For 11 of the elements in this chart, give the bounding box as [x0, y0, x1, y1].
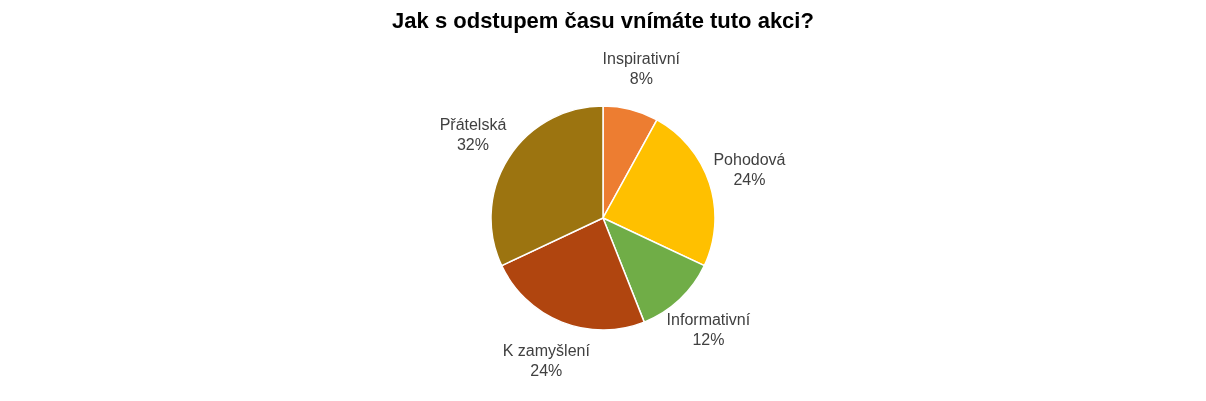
slice-label: Pohodová — [713, 151, 786, 169]
data-label: 8% — [629, 69, 653, 87]
data-label: 12% — [692, 331, 725, 349]
slice-label: Přátelská — [439, 116, 507, 134]
slice-label: Informativní — [666, 311, 751, 329]
chart-title: Jak s odstupem času vnímáte tuto akci? — [392, 8, 814, 33]
data-label: 24% — [733, 171, 766, 189]
data-label: 24% — [530, 362, 563, 380]
slice-label: K zamyšlení — [502, 342, 591, 360]
slice-label: Inspirativní — [602, 49, 681, 67]
data-label: 32% — [456, 136, 489, 154]
